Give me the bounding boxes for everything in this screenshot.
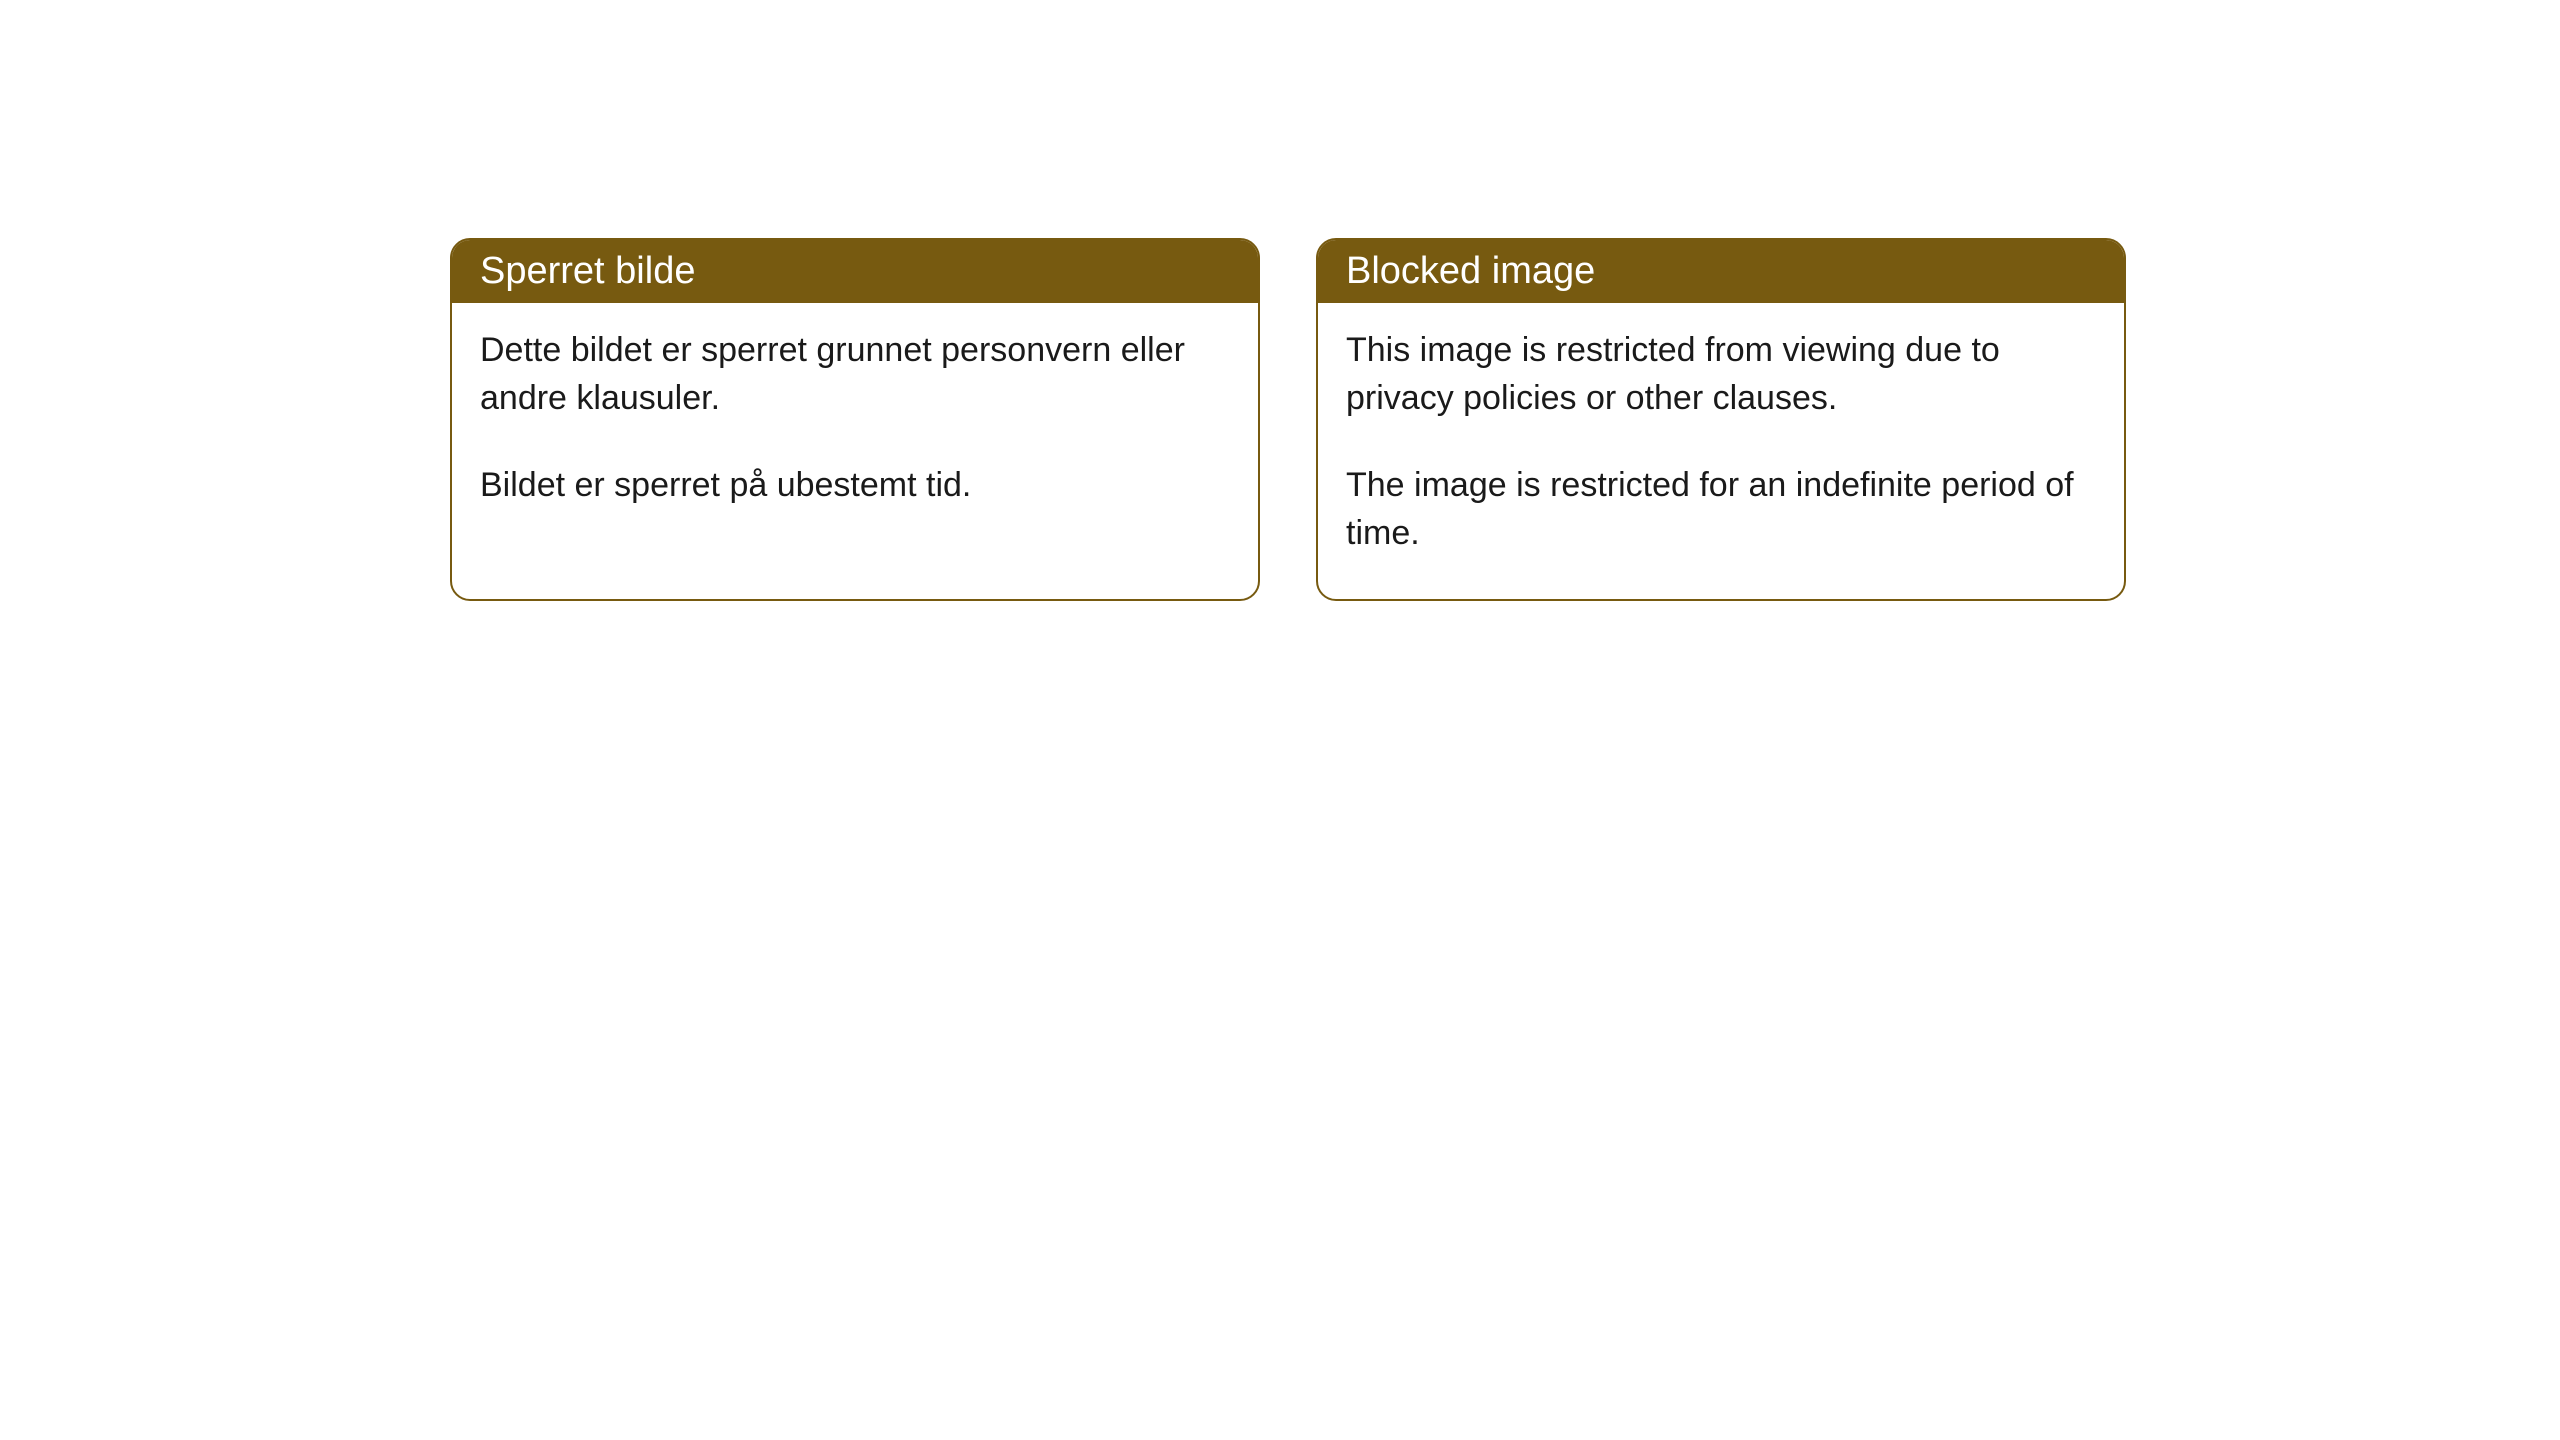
notice-card-norwegian: Sperret bilde Dette bildet er sperret gr…: [450, 238, 1260, 601]
notice-container: Sperret bilde Dette bildet er sperret gr…: [0, 0, 2560, 601]
card-body: This image is restricted from viewing du…: [1318, 303, 2124, 599]
card-title: Sperret bilde: [452, 240, 1258, 303]
card-paragraph: This image is restricted from viewing du…: [1346, 327, 2096, 422]
notice-card-english: Blocked image This image is restricted f…: [1316, 238, 2126, 601]
card-paragraph: Bildet er sperret på ubestemt tid.: [480, 462, 1230, 510]
card-body: Dette bildet er sperret grunnet personve…: [452, 303, 1258, 552]
card-paragraph: The image is restricted for an indefinit…: [1346, 462, 2096, 557]
card-title: Blocked image: [1318, 240, 2124, 303]
card-paragraph: Dette bildet er sperret grunnet personve…: [480, 327, 1230, 422]
